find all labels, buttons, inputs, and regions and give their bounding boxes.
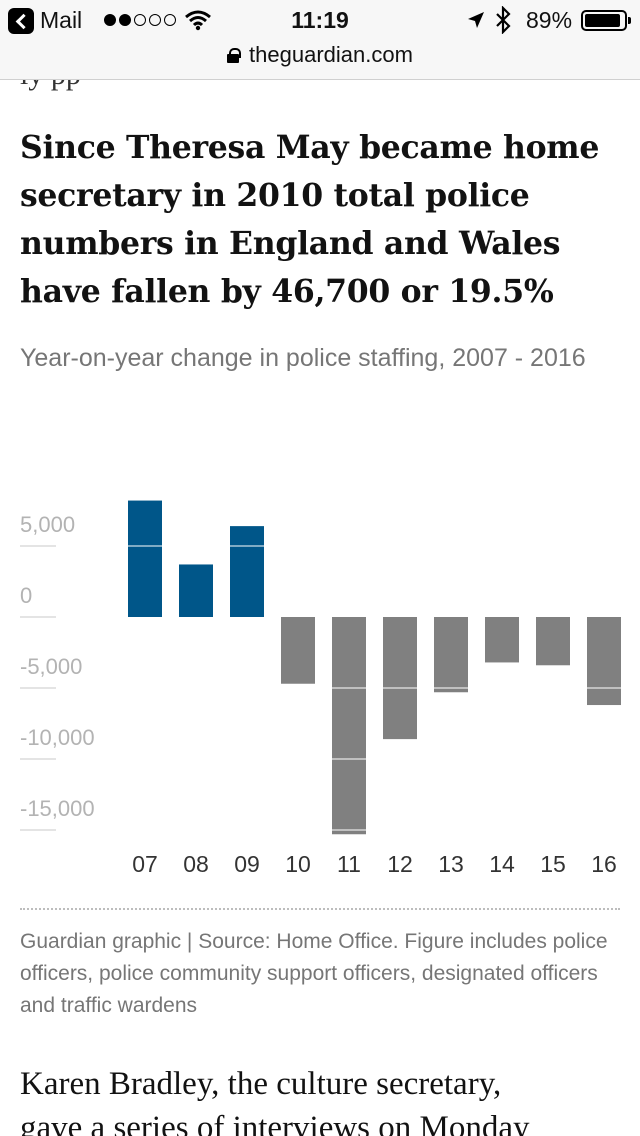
- wifi-icon: [185, 10, 211, 31]
- x-tick-label: 15: [540, 851, 566, 877]
- url-text[interactable]: theguardian.com: [249, 42, 413, 67]
- y-tick-label: 5,000: [20, 512, 75, 537]
- x-tick-label: 07: [132, 851, 158, 877]
- chart-headline: Since Theresa May became home secretary …: [20, 129, 600, 310]
- article-body-line: Karen Bradley, the culture secretary,: [20, 1066, 502, 1102]
- y-tick-label: -5,000: [20, 654, 82, 679]
- bar-09: [230, 526, 264, 617]
- back-to-app-icon[interactable]: [8, 8, 34, 34]
- bar-12: [383, 617, 417, 740]
- bar-16: [587, 617, 621, 706]
- bar-07: [128, 500, 162, 617]
- x-tick-label: 14: [489, 851, 515, 877]
- lock-icon: [227, 47, 242, 63]
- y-tick-label: 0: [20, 583, 32, 608]
- battery-icon: [581, 10, 631, 31]
- battery-percent: 89%: [526, 7, 573, 33]
- x-tick-label: 16: [591, 851, 617, 877]
- x-tick-label: 08: [183, 851, 209, 877]
- caption-divider: [20, 908, 620, 910]
- bar-08: [179, 564, 213, 617]
- x-tick-label: 11: [337, 851, 361, 877]
- article-body: Karen Bradley, the culture secretary, ga…: [20, 1062, 640, 1136]
- bar-15: [536, 617, 570, 666]
- x-tick-label: 13: [438, 851, 464, 877]
- police-staffing-bar-chart: 5,000 0 -5,000 -10,000 -15,000 07 08 09 10 11 12 13…: [20, 500, 621, 877]
- scrolled-off-text: ly pp: [20, 80, 81, 92]
- chart-subtitle: Year-on-year change in police staffing, …: [20, 344, 586, 372]
- address-bar[interactable]: theguardian.com: [0, 40, 640, 80]
- back-app-label[interactable]: Mail: [40, 7, 83, 33]
- x-tick-label: 10: [285, 851, 311, 877]
- bar-10: [281, 617, 315, 684]
- bar-11: [332, 617, 366, 835]
- clock: 11:19: [291, 7, 349, 33]
- y-tick-label: -10,000: [20, 725, 95, 750]
- x-tick-label: 09: [234, 851, 260, 877]
- signal-strength-icon: [104, 14, 176, 26]
- status-bar: Mail 11:19 89%: [0, 0, 640, 40]
- article-body-line: gave a series of interviews on Monday: [20, 1110, 530, 1136]
- location-arrow-icon: [468, 12, 484, 28]
- x-tick-label: 12: [387, 851, 413, 877]
- bluetooth-icon: [496, 6, 511, 34]
- chart-caption: Guardian graphic | Source: Home Office. …: [20, 930, 608, 1017]
- bar-13: [434, 617, 468, 693]
- y-tick-label: -15,000: [20, 796, 95, 821]
- bar-14: [485, 617, 519, 663]
